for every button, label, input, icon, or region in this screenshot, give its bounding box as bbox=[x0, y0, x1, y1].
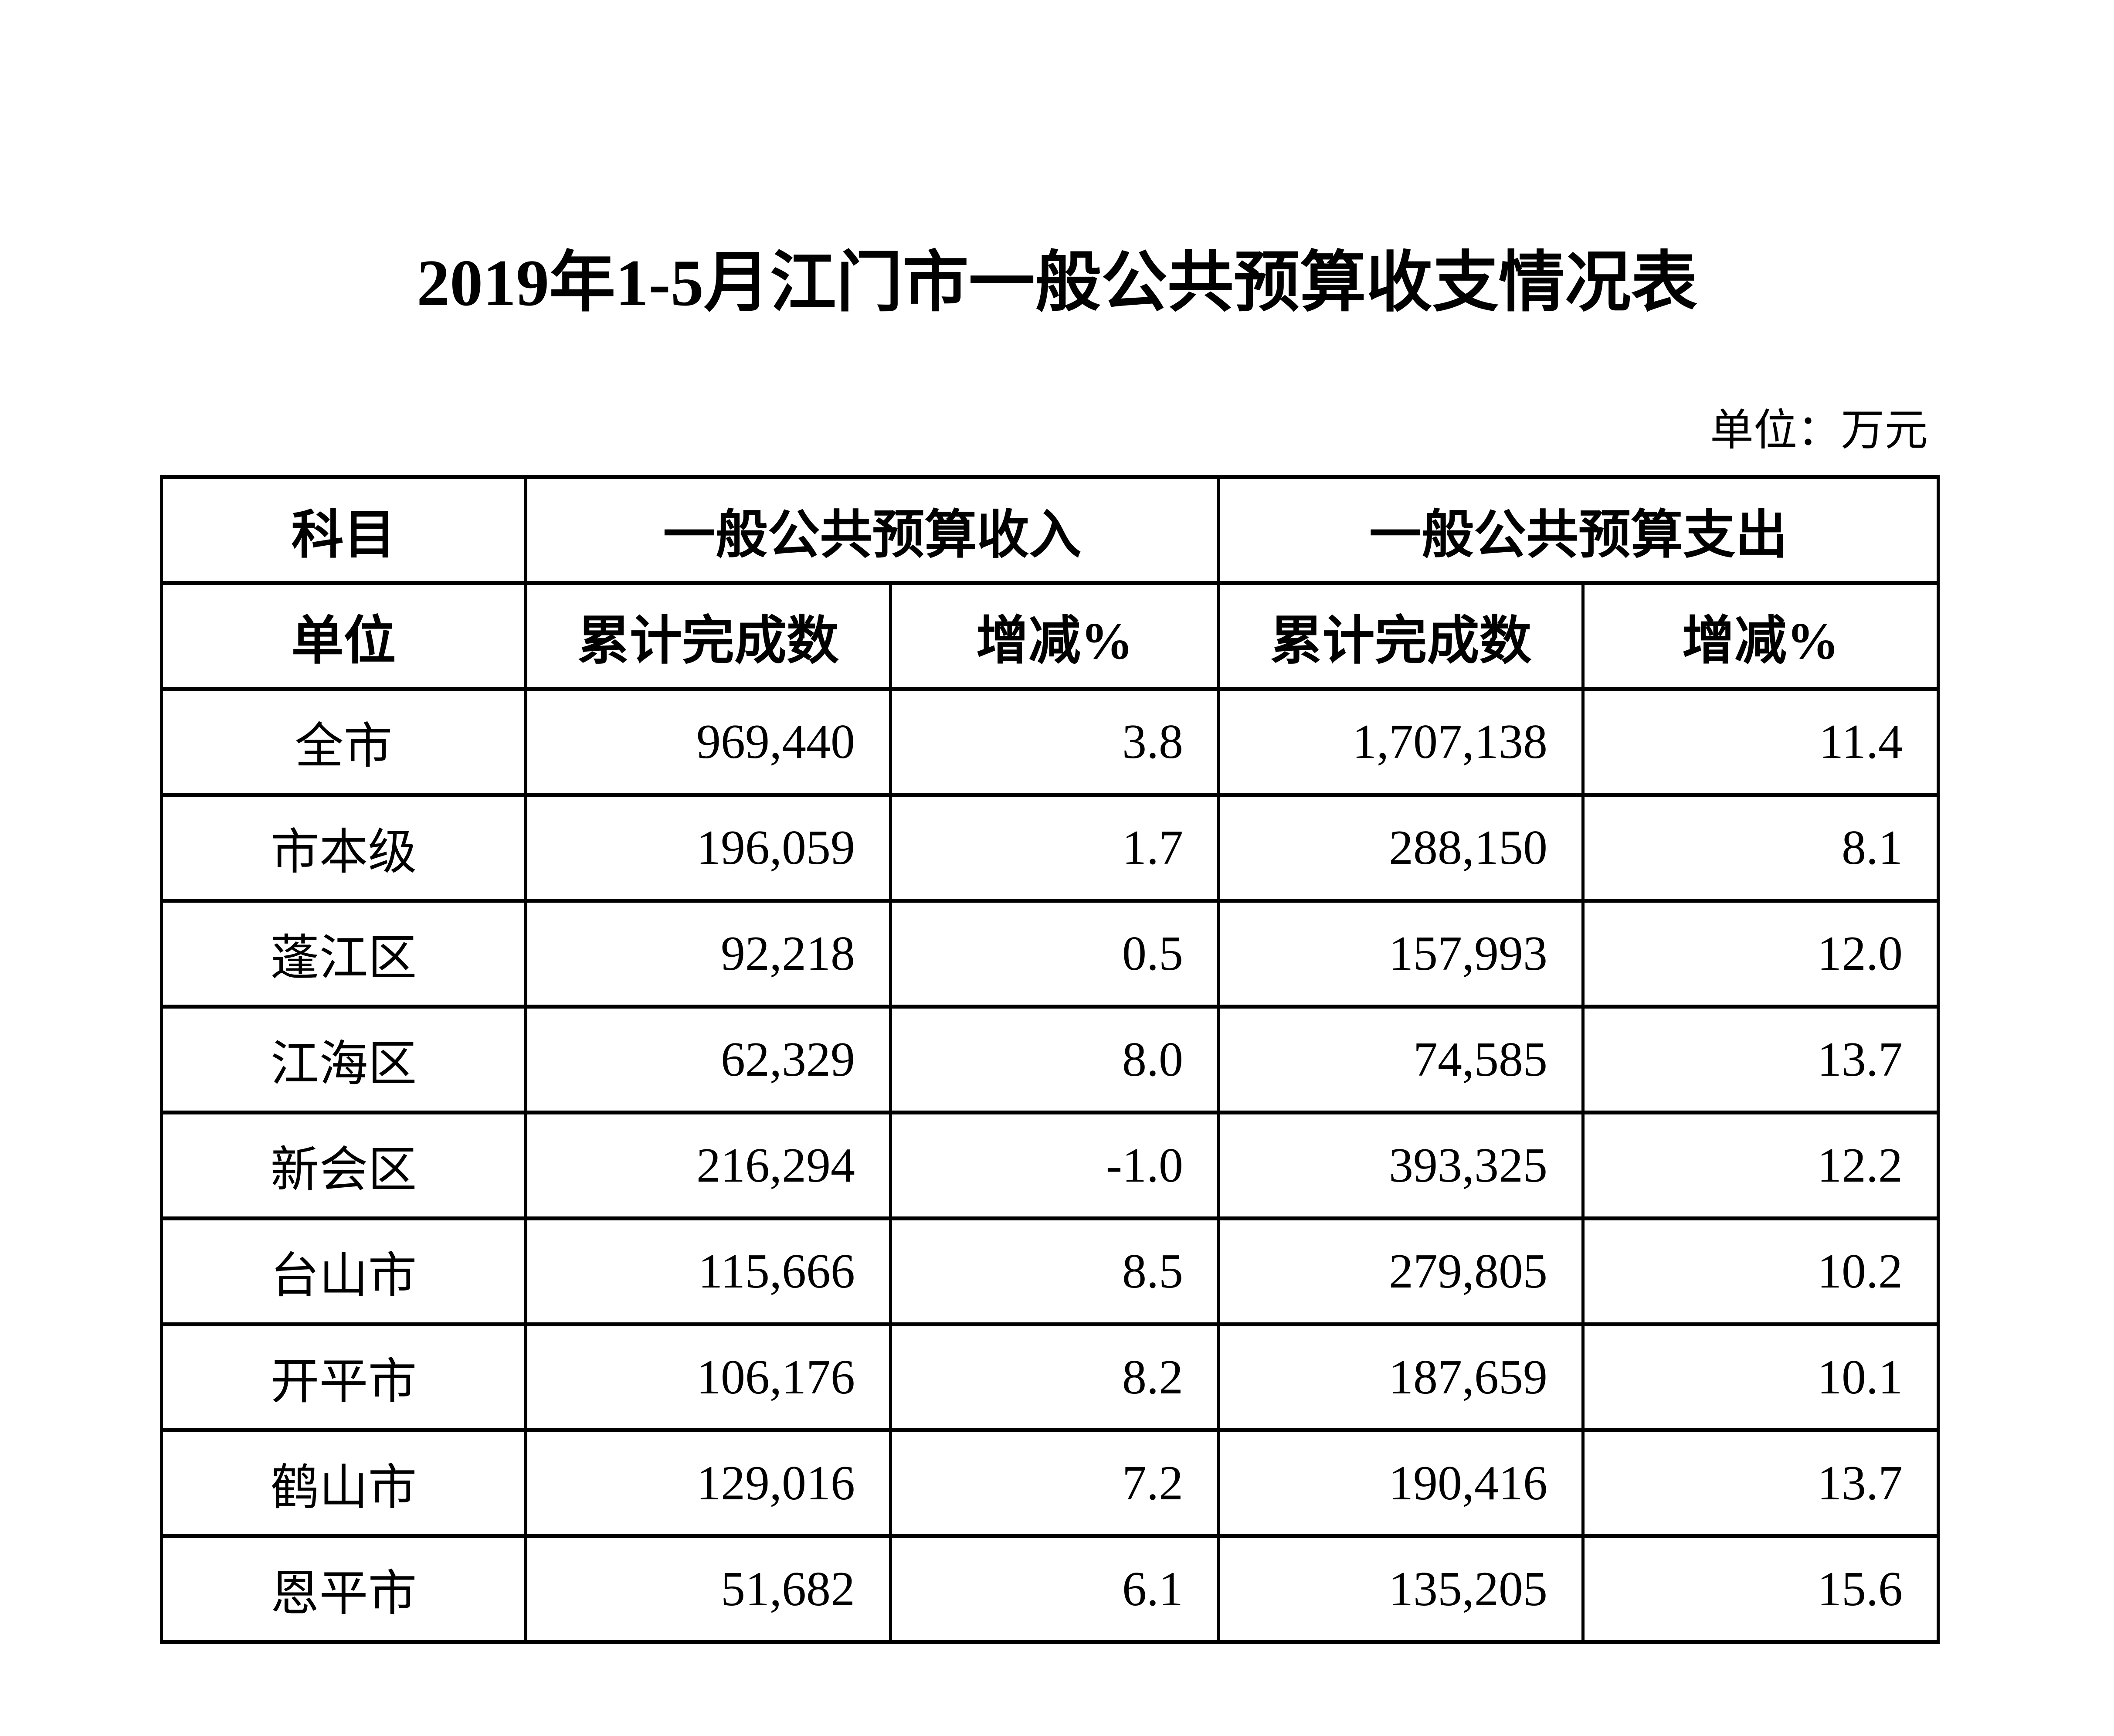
header-expenditure-group: 一般公共预算支出 bbox=[1217, 475, 1940, 585]
revenue-cumulative-value: 216,294 bbox=[524, 1111, 892, 1220]
expenditure-cumulative-value: 393,325 bbox=[1217, 1111, 1585, 1220]
expenditure-change-value: 8.1 bbox=[1581, 793, 1940, 903]
revenue-cumulative-value: 969,440 bbox=[524, 687, 892, 797]
table-row: 全市 969,440 3.8 1,707,138 11.4 bbox=[160, 687, 1940, 797]
revenue-change-value: 3.8 bbox=[889, 687, 1220, 797]
revenue-cumulative-value: 106,176 bbox=[524, 1322, 892, 1432]
expenditure-change-value: 15.6 bbox=[1581, 1534, 1940, 1644]
expenditure-cumulative-value: 157,993 bbox=[1217, 899, 1585, 1009]
row-label: 新会区 bbox=[160, 1111, 527, 1220]
header-revenue-group: 一般公共预算收入 bbox=[524, 475, 1220, 585]
expenditure-change-value: 12.0 bbox=[1581, 899, 1940, 1009]
expenditure-change-value: 10.2 bbox=[1581, 1216, 1940, 1326]
expenditure-cumulative-value: 187,659 bbox=[1217, 1322, 1585, 1432]
unit-note: 单位：万元 bbox=[1710, 406, 1928, 455]
revenue-change-value: 8.0 bbox=[889, 1005, 1220, 1114]
revenue-change-value: 6.1 bbox=[889, 1534, 1220, 1644]
row-label: 市本级 bbox=[160, 793, 527, 903]
budget-table: 科目 一般公共预算收入 一般公共预算支出 单位 累计完成数 增减% 累计完成数 … bbox=[160, 475, 1940, 1644]
header-row-groups: 科目 一般公共预算收入 一般公共预算支出 bbox=[160, 475, 1940, 585]
expenditure-cumulative-value: 190,416 bbox=[1217, 1428, 1585, 1538]
row-label: 台山市 bbox=[160, 1216, 527, 1326]
header-revenue-cumulative: 累计完成数 bbox=[524, 581, 892, 691]
revenue-change-value: 7.2 bbox=[889, 1428, 1220, 1538]
table-row: 江海区 62,329 8.0 74,585 13.7 bbox=[160, 1005, 1940, 1114]
revenue-change-value: 1.7 bbox=[889, 793, 1220, 903]
page-title: 2019年1-5月江门市一般公共预算收支情况表 bbox=[417, 246, 1697, 319]
row-label: 蓬江区 bbox=[160, 899, 527, 1009]
table-row: 新会区 216,294 -1.0 393,325 12.2 bbox=[160, 1111, 1940, 1220]
expenditure-cumulative-value: 279,805 bbox=[1217, 1216, 1585, 1326]
expenditure-change-value: 13.7 bbox=[1581, 1428, 1940, 1538]
expenditure-change-value: 11.4 bbox=[1581, 687, 1940, 797]
expenditure-cumulative-value: 1,707,138 bbox=[1217, 687, 1585, 797]
header-revenue-change: 增减% bbox=[889, 581, 1220, 691]
expenditure-change-value: 12.2 bbox=[1581, 1111, 1940, 1220]
revenue-change-value: 0.5 bbox=[889, 899, 1220, 1009]
expenditure-change-value: 13.7 bbox=[1581, 1005, 1940, 1114]
revenue-change-value: 8.5 bbox=[889, 1216, 1220, 1326]
expenditure-cumulative-value: 288,150 bbox=[1217, 793, 1585, 903]
expenditure-cumulative-value: 74,585 bbox=[1217, 1005, 1585, 1114]
table-row: 恩平市 51,682 6.1 135,205 15.6 bbox=[160, 1534, 1940, 1644]
row-label: 鹤山市 bbox=[160, 1428, 527, 1538]
revenue-change-value: 8.2 bbox=[889, 1322, 1220, 1432]
revenue-cumulative-value: 62,329 bbox=[524, 1005, 892, 1114]
revenue-cumulative-value: 129,016 bbox=[524, 1428, 892, 1538]
table-row: 开平市 106,176 8.2 187,659 10.1 bbox=[160, 1322, 1940, 1432]
expenditure-cumulative-value: 135,205 bbox=[1217, 1534, 1585, 1644]
row-label: 江海区 bbox=[160, 1005, 527, 1114]
table-row: 市本级 196,059 1.7 288,150 8.1 bbox=[160, 793, 1940, 903]
table-row: 台山市 115,666 8.5 279,805 10.2 bbox=[160, 1216, 1940, 1326]
header-expenditure-cumulative: 累计完成数 bbox=[1217, 581, 1585, 691]
row-label: 恩平市 bbox=[160, 1534, 527, 1644]
revenue-cumulative-value: 115,666 bbox=[524, 1216, 892, 1326]
header-subject: 科目 bbox=[160, 475, 527, 585]
revenue-cumulative-value: 92,218 bbox=[524, 899, 892, 1009]
header-unit: 单位 bbox=[160, 581, 527, 691]
row-label: 开平市 bbox=[160, 1322, 527, 1432]
row-label: 全市 bbox=[160, 687, 527, 797]
revenue-change-value: -1.0 bbox=[889, 1111, 1220, 1220]
header-row-columns: 单位 累计完成数 增减% 累计完成数 增减% bbox=[160, 581, 1940, 691]
expenditure-change-value: 10.1 bbox=[1581, 1322, 1940, 1432]
revenue-cumulative-value: 51,682 bbox=[524, 1534, 892, 1644]
header-expenditure-change: 增减% bbox=[1581, 581, 1940, 691]
revenue-cumulative-value: 196,059 bbox=[524, 793, 892, 903]
table-row: 鹤山市 129,016 7.2 190,416 13.7 bbox=[160, 1428, 1940, 1538]
table-row: 蓬江区 92,218 0.5 157,993 12.0 bbox=[160, 899, 1940, 1009]
